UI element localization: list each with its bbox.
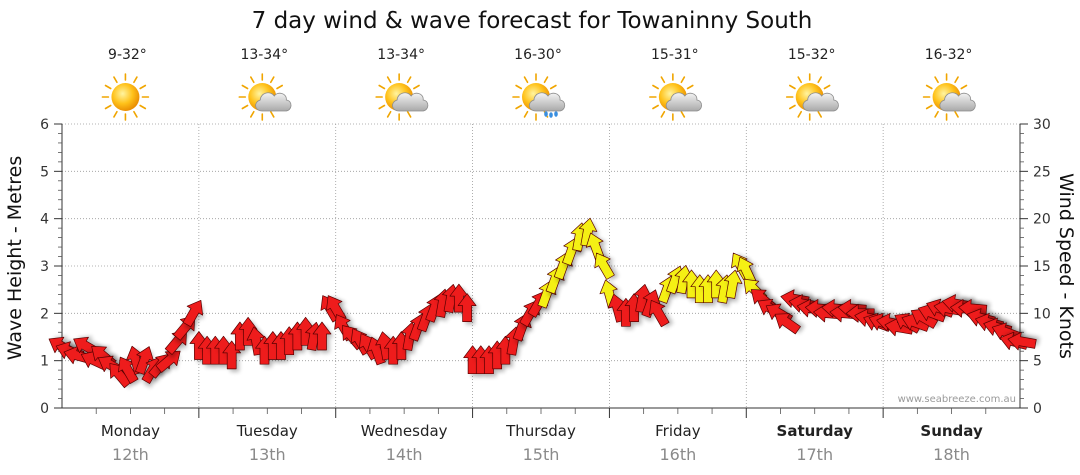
weather-friday: 15-31° xyxy=(649,47,703,121)
day-name: Tuesday xyxy=(236,422,298,440)
left-tick-label: 3 xyxy=(40,259,49,275)
day-name: Saturday xyxy=(777,422,854,440)
temperature-range: 15-31° xyxy=(651,47,699,63)
wind-arrow xyxy=(736,256,760,286)
weather-monday: 9-32° xyxy=(101,47,150,121)
left-tick-label: 0 xyxy=(40,401,49,417)
sun-cloud-icon xyxy=(238,73,292,121)
weather-tuesday: 13-34° xyxy=(238,47,292,121)
day-label-thursday: Thursday 15th xyxy=(505,422,576,464)
day-name: Sunday xyxy=(920,422,983,440)
day-label-tuesday: Tuesday 13th xyxy=(236,422,298,464)
sun-cloud-icon xyxy=(785,73,839,121)
day-name: Thursday xyxy=(505,422,576,440)
right-tick-label: 0 xyxy=(1033,401,1042,417)
right-tick-label: 15 xyxy=(1033,259,1051,275)
wind-arrow-series xyxy=(48,217,1040,389)
weather-sunday: 16-32° xyxy=(922,47,976,121)
left-tick-label: 6 xyxy=(40,117,49,133)
left-axis-title: Wave Height - Metres xyxy=(4,156,26,360)
right-tick-label: 25 xyxy=(1033,164,1051,180)
right-axis: 0 5 10 15 20 25 30 xyxy=(1020,117,1051,417)
left-tick-label: 4 xyxy=(40,212,49,228)
day-label-saturday: Saturday 17th xyxy=(777,422,854,464)
wind-arrow xyxy=(457,293,480,325)
day-label-monday: Monday 12th xyxy=(101,422,160,464)
left-tick-label: 1 xyxy=(40,354,49,370)
wind-arrow xyxy=(312,321,334,353)
wind-arrow xyxy=(135,346,156,379)
day-date: 18th xyxy=(933,445,970,464)
left-tick-label: 5 xyxy=(40,164,49,180)
wind-arrow xyxy=(594,252,619,281)
day-label-wednesday: Wednesday 14th xyxy=(361,422,448,464)
sun-cloud-icon xyxy=(375,73,429,121)
wind-arrow xyxy=(774,312,805,335)
wind-arrow xyxy=(649,299,674,328)
wind-arrow xyxy=(182,299,204,331)
right-tick-label: 10 xyxy=(1033,306,1051,322)
day-label-sunday: Sunday 18th xyxy=(920,422,983,464)
day-date: 12th xyxy=(112,445,149,464)
day-axis: Monday 12th Tuesday 13th Wednesday 14th Thursd… xyxy=(95,408,987,464)
sun-cloud-icon xyxy=(922,73,976,121)
left-tick-label: 2 xyxy=(40,306,49,322)
day-date: 15th xyxy=(523,445,560,464)
temperature-range: 13-34° xyxy=(240,47,288,63)
temperature-range: 13-34° xyxy=(377,47,425,63)
left-axis: 0 1 2 3 4 5 6 xyxy=(40,117,62,417)
sun-icon xyxy=(101,73,150,121)
temperature-range: 16-32° xyxy=(925,47,973,63)
day-date: 13th xyxy=(249,445,286,464)
right-tick-label: 5 xyxy=(1033,354,1042,370)
day-label-friday: Friday 16th xyxy=(655,422,701,464)
day-name: Monday xyxy=(101,422,160,440)
right-axis-title: Wind Speed - Knots xyxy=(1055,173,1077,359)
weather-thursday: 16-30° xyxy=(512,47,566,121)
right-tick-label: 30 xyxy=(1033,117,1051,133)
wind-arrow xyxy=(723,269,745,302)
chart-title: 7 day wind & wave forecast for Towaninny… xyxy=(252,8,813,34)
day-date: 14th xyxy=(386,445,423,464)
day-name: Wednesday xyxy=(361,422,448,440)
daily-weather-row: 9-32° 13-34° 13-34° 16-30° 15-31° 15-32° 16-32… xyxy=(101,47,976,121)
weather-wednesday: 13-34° xyxy=(375,47,429,121)
wind-arrow xyxy=(1007,329,1040,351)
temperature-range: 16-30° xyxy=(514,47,562,63)
temperature-range: 9-32° xyxy=(108,47,147,63)
day-date: 17th xyxy=(796,445,833,464)
sun-cloud-icon xyxy=(649,73,703,121)
weather-saturday: 15-32° xyxy=(785,47,839,121)
watermark: www.seabreeze.com.au xyxy=(898,394,1016,405)
right-tick-label: 20 xyxy=(1033,212,1051,228)
sun-cloud-rain-icon xyxy=(512,73,566,121)
day-date: 16th xyxy=(659,445,696,464)
day-name: Friday xyxy=(655,422,701,440)
temperature-range: 15-32° xyxy=(788,47,836,63)
